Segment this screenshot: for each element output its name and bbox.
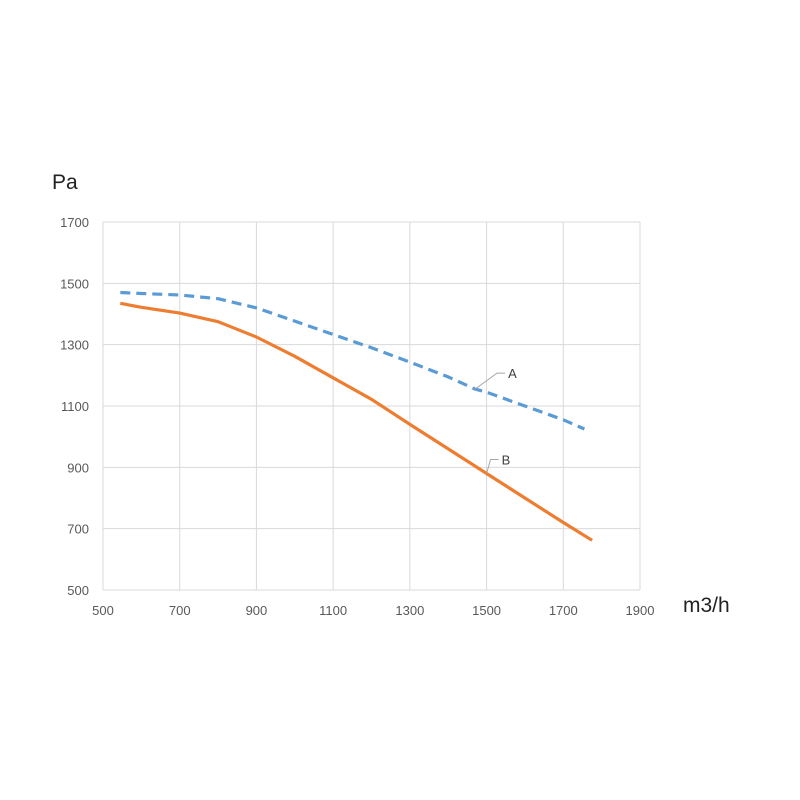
x-axis-label: m3/h — [683, 594, 730, 617]
x-tick-label: 1900 — [626, 603, 655, 618]
x-tick-label: 1500 — [472, 603, 501, 618]
tick-labels: 500 700 900 1100 1300 1500 1700 1900 500 700 900 11… — [60, 215, 654, 618]
series-label-B: B — [502, 452, 511, 467]
y-tick-label: 1500 — [60, 276, 89, 291]
y-tick-label: 1300 — [60, 338, 89, 353]
x-tick-label: 1100 — [319, 603, 347, 618]
series-line-A — [120, 290, 586, 431]
series-callout-line — [474, 372, 506, 390]
series-callout-line — [486, 458, 499, 474]
x-tick-label: 900 — [246, 603, 268, 618]
y-tick-label: 1700 — [60, 215, 89, 230]
x-tick-label: 700 — [169, 603, 191, 618]
y-tick-label: 500 — [67, 583, 89, 598]
y-tick-label: 1100 — [61, 399, 89, 414]
y-tick-label: 700 — [67, 522, 89, 537]
series-line-B — [120, 301, 593, 542]
grid — [102, 221, 641, 591]
y-axis-label: Pa — [52, 171, 78, 194]
x-tick-label: 1700 — [549, 603, 578, 618]
x-tick-label: 500 — [92, 603, 114, 618]
x-tick-label: 1300 — [395, 603, 424, 618]
series-labels: AB — [474, 366, 517, 474]
series-lines — [120, 290, 593, 542]
series-label-A: A — [508, 366, 517, 381]
y-tick-label: 900 — [67, 460, 89, 475]
